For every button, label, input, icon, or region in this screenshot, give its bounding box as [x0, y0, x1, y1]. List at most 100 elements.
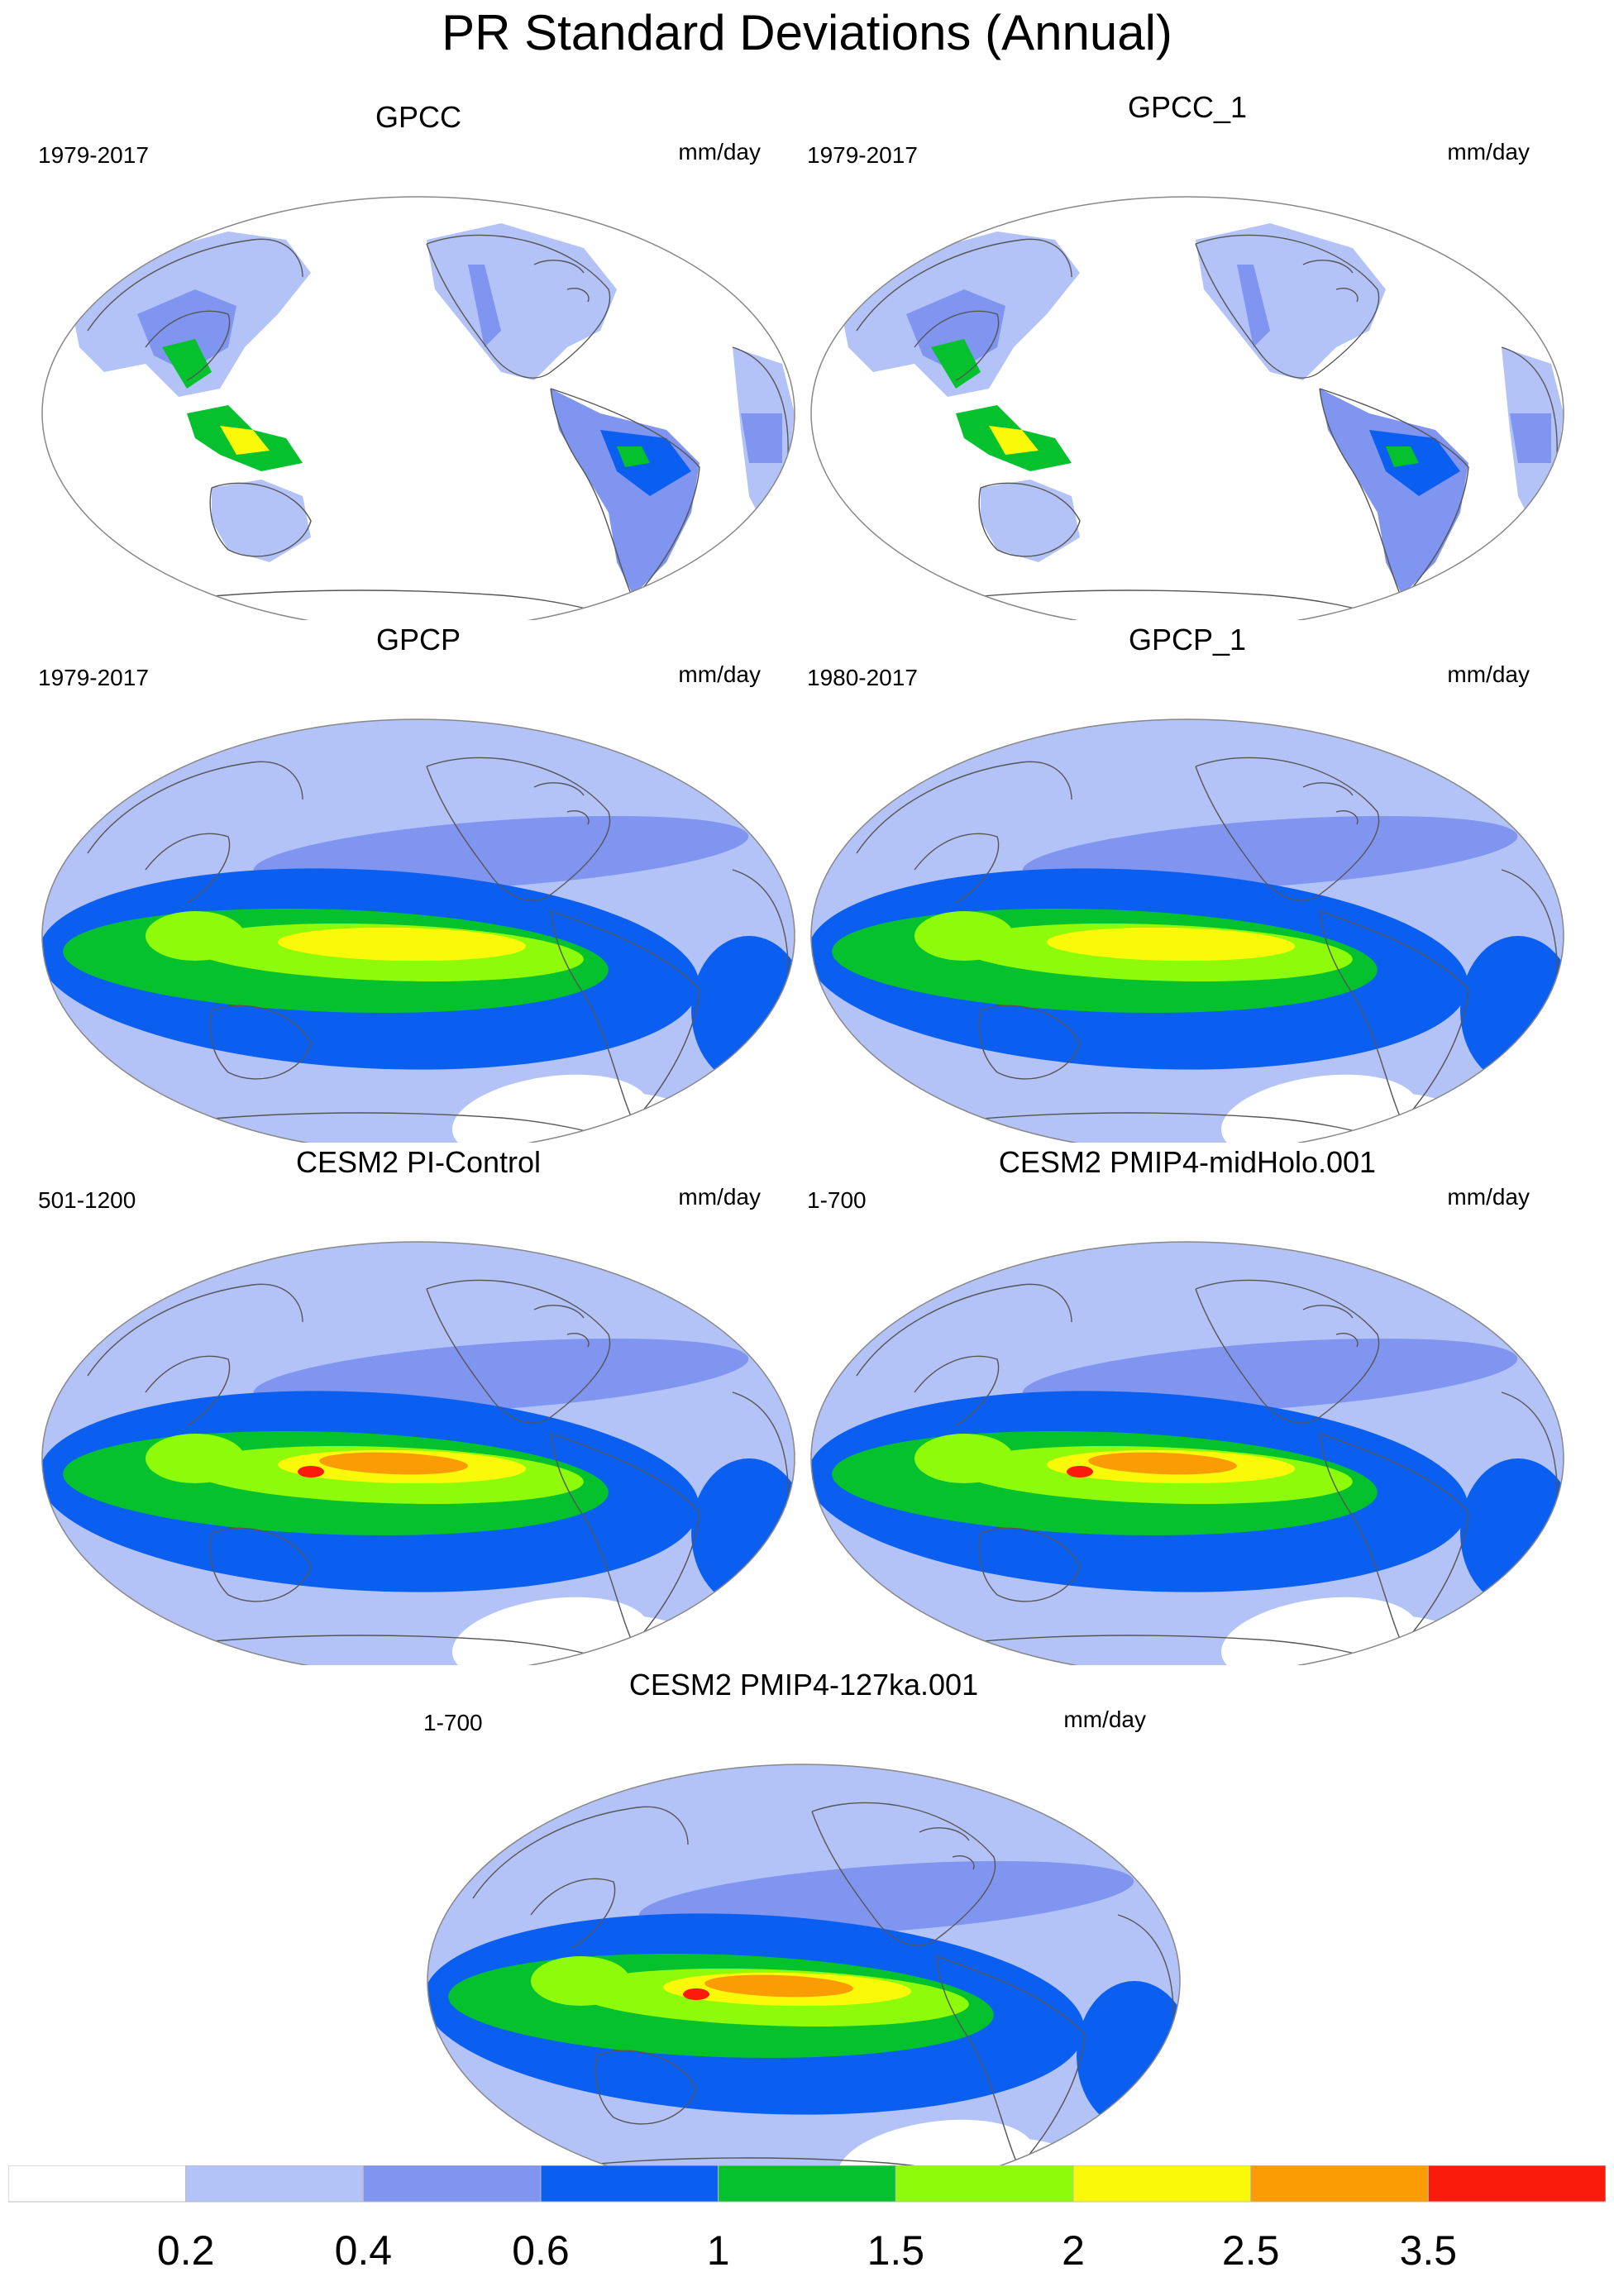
colorbar-swatch-1: [185, 2165, 364, 2203]
world-map: [810, 196, 1564, 620]
coastline-0: [87, 761, 303, 854]
coastline-6: [145, 1635, 618, 1662]
coastline-6: [914, 1635, 1387, 1662]
map-panel-cesm2-127ka: CESM2 PMIP4-127ka.001 1-700 mm/day: [423, 1667, 1184, 2188]
coastline-7: [1302, 782, 1359, 825]
coastline-7: [533, 260, 590, 303]
colorbar-label-6: 2.5: [1222, 2227, 1280, 2274]
itcz-yellow: [278, 927, 526, 962]
amazon-green: [1386, 446, 1419, 467]
figure-title: PR Standard Deviations (Annual): [442, 5, 1172, 60]
colorbar-swatch-0: [8, 2165, 187, 2203]
coastline-7: [1302, 1305, 1359, 1348]
coastline-0: [87, 238, 303, 332]
coastlines: [87, 757, 789, 1139]
coastline-2: [595, 2050, 697, 2125]
world-map: [810, 1241, 1564, 1665]
coastline-6: [145, 590, 618, 617]
precip-field: [42, 197, 795, 620]
colorbar-swatch-8: [1427, 2165, 1606, 2203]
precip-field: [42, 719, 795, 1143]
panel-title: GPCP_1: [1128, 623, 1247, 656]
colorbar-legend: 0.2 0.4 0.6 1 1.5 2 2.5 3.5: [8, 2165, 1606, 2274]
map-outline: [41, 196, 795, 620]
map-panel-gpcp: GPCP 1979-2017 mm/day: [38, 622, 799, 1143]
itcz-orange: [319, 1452, 468, 1475]
units-label: mm/day: [678, 139, 761, 165]
colorbar-label-0: 0.2: [157, 2227, 215, 2274]
coastline-3: [426, 1279, 611, 1424]
australia-land: [212, 480, 311, 562]
monsoon-green: [931, 339, 981, 389]
colorbar-label-1: 0.4: [335, 2227, 393, 2274]
colorbar-label-7: 3.5: [1400, 2227, 1458, 2274]
coastline-0: [87, 1283, 303, 1377]
map-outline: [41, 1241, 795, 1665]
coastline-1: [914, 833, 1000, 904]
coastline-1: [145, 310, 231, 381]
itcz-orange: [704, 1974, 853, 1998]
max-red: [298, 1466, 324, 1477]
coastline-6: [914, 590, 1387, 617]
map-panel-cesm2-pi-control: CESM2 PI-Control 501-1200 mm/day: [38, 1144, 799, 1665]
coastline-7: [533, 782, 590, 825]
period-label: 501-1200: [38, 1187, 136, 1213]
dry-zone-s-atlantic: [1473, 1086, 1564, 1143]
nw-coast-blue: [468, 265, 501, 347]
max-red: [683, 1988, 709, 2000]
period-label: 1979-2017: [38, 142, 149, 168]
units-label: mm/day: [1447, 661, 1530, 687]
coastline-6: [914, 1112, 1387, 1139]
coastline-3: [1195, 1279, 1380, 1424]
map-panel-gpcc: GPCC 1979-2017 mm/day: [38, 99, 799, 620]
coastline-3: [1195, 234, 1380, 379]
period-label: 1979-2017: [38, 665, 149, 690]
coastline-0: [856, 761, 1072, 854]
coastline-6: [145, 1112, 618, 1139]
coastline-1: [914, 1355, 1000, 1426]
africa-blue: [1510, 413, 1551, 463]
map-outline: [810, 718, 1564, 1143]
dry-zone-s-atlantic: [1473, 1609, 1564, 1665]
period-label: 1-700: [423, 1710, 483, 1735]
maritime-yellow: [220, 426, 270, 455]
panel-title: CESM2 PMIP4-midHolo.001: [998, 1145, 1377, 1179]
colorbar-label-4: 1.5: [867, 2227, 925, 2274]
world-map: [427, 1764, 1181, 2188]
coastline-1: [530, 1878, 616, 1949]
precip-field: [811, 197, 1564, 620]
world-map: [41, 196, 795, 620]
coastline-3: [426, 757, 611, 901]
precip-field: [42, 1242, 795, 1665]
coastline-2: [209, 482, 312, 557]
colorbar-swatch-4: [718, 2165, 896, 2203]
coastline-2: [978, 482, 1081, 557]
world-map: [41, 718, 795, 1143]
panel-title: GPCP: [375, 623, 461, 656]
units-label: mm/day: [1447, 139, 1530, 165]
map-panel-gpcc-1: GPCC_1 1979-2017 mm/day: [807, 90, 1568, 620]
coastline-0: [856, 1283, 1072, 1377]
monsoon-green: [162, 339, 212, 389]
units-label: mm/day: [678, 1184, 761, 1210]
dry-zone-s-atlantic: [704, 1609, 795, 1665]
coastline-1: [914, 310, 1000, 381]
panel-title: GPCC: [375, 100, 461, 134]
units-label: mm/day: [678, 661, 761, 687]
colorbar-swatch-6: [1072, 2165, 1252, 2203]
max-red: [1067, 1466, 1093, 1477]
maritime-yellow: [989, 426, 1039, 455]
units-label: mm/day: [1063, 1706, 1146, 1732]
precip-field: [811, 1242, 1564, 1665]
coastline-3: [1195, 757, 1380, 901]
coastline-3: [811, 1802, 996, 1946]
africa-blue: [741, 413, 782, 463]
dry-zone-s-indian: [46, 1126, 162, 1143]
coastline-2: [209, 1005, 312, 1080]
nw-coast-blue: [1237, 265, 1270, 347]
period-label: 1979-2017: [807, 142, 918, 168]
itcz-yellow: [1047, 927, 1295, 962]
period-label: 1-700: [807, 1187, 867, 1213]
dry-zone-s-indian: [815, 1649, 931, 1665]
colorbar-label-5: 2: [1062, 2227, 1085, 2274]
